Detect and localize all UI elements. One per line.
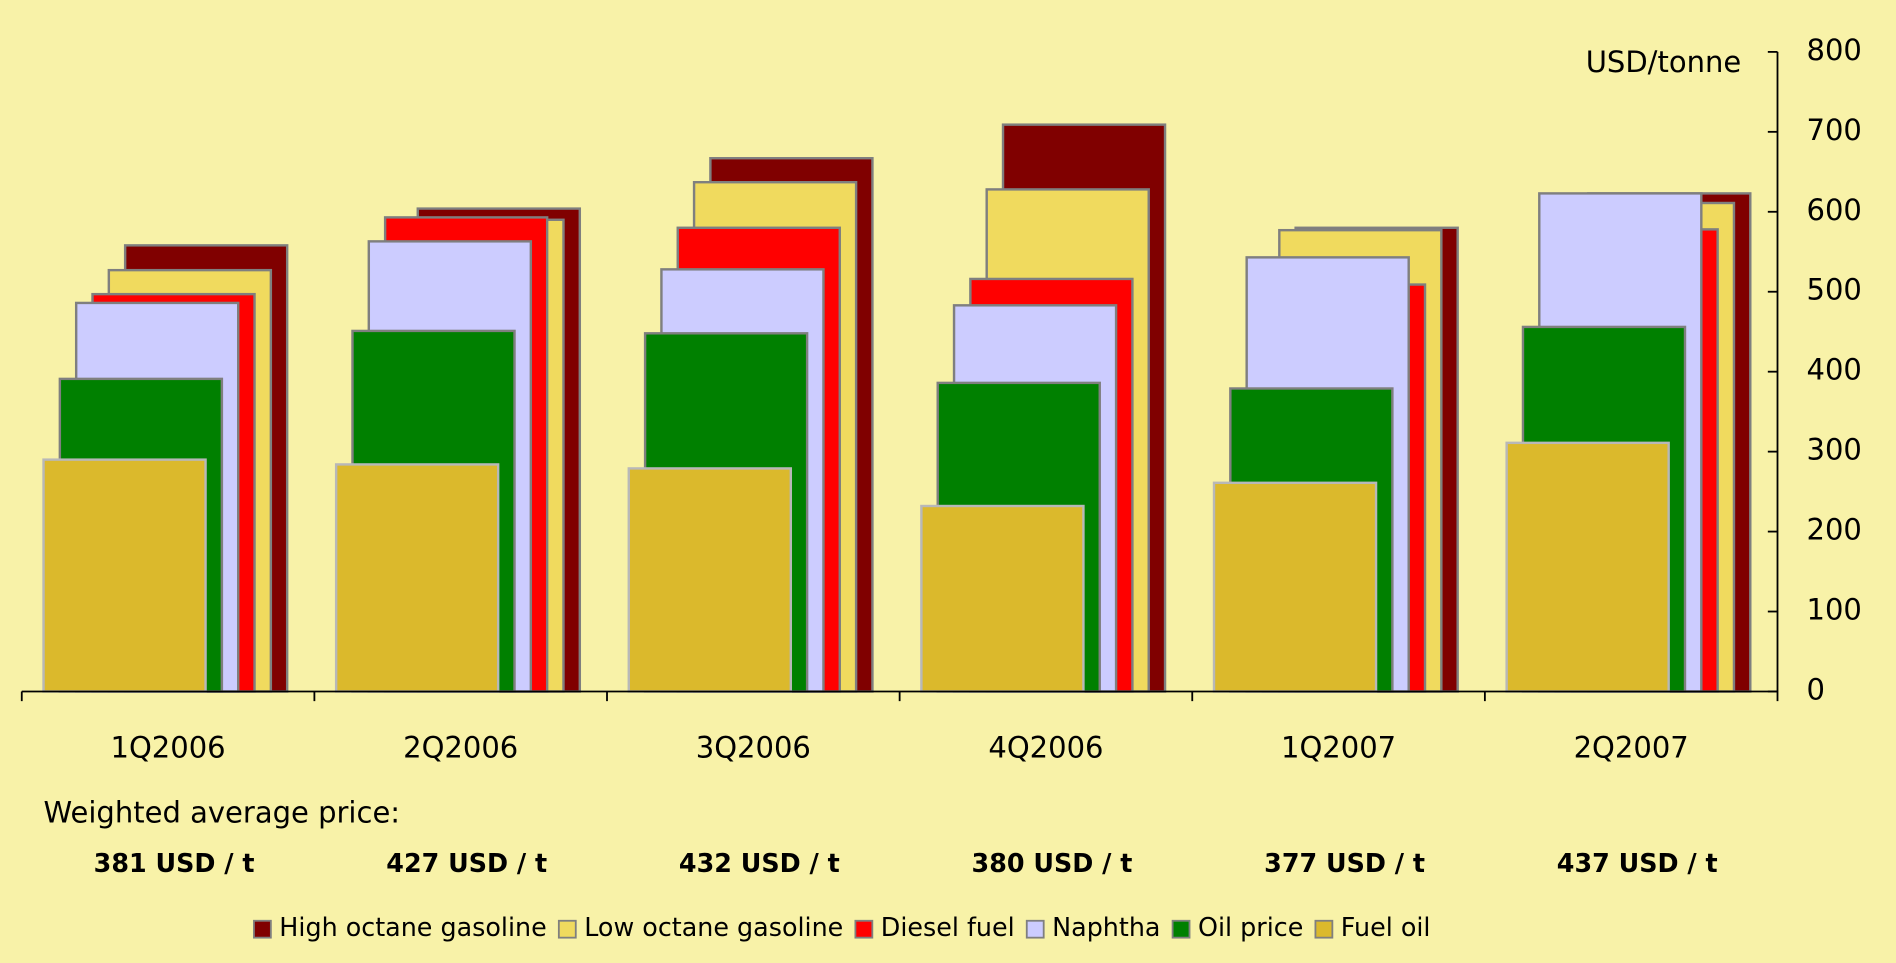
legend-swatch	[557, 919, 577, 939]
bar	[334, 463, 500, 693]
x-tick-label: 1Q2007	[1281, 730, 1396, 764]
y-tick-label: 400	[1807, 353, 1862, 387]
y-tick-label: 200	[1807, 513, 1862, 547]
legend-swatch	[253, 919, 272, 939]
y-tick-label: 0	[1807, 672, 1825, 706]
annotation: 437 USD / t	[1557, 848, 1718, 878]
bar	[920, 504, 1085, 693]
legend-label: Diesel fuel	[881, 912, 1015, 942]
annotation: 381 USD / t	[94, 848, 255, 878]
annotation-title: Weighted average price:	[44, 796, 401, 830]
y-tick-label: 600	[1807, 193, 1862, 227]
annotation: 427 USD / t	[386, 848, 547, 878]
legend-label: Low octane gasoline	[584, 912, 843, 942]
y-tick-label: 300	[1807, 433, 1862, 467]
y-axis-label: USD/tonne	[1586, 45, 1742, 79]
x-tick-label: 4Q2006	[988, 730, 1103, 764]
y-tick-label: 500	[1807, 273, 1862, 307]
x-tick-label: 1Q2006	[111, 730, 226, 764]
annotation: 432 USD / t	[679, 848, 840, 878]
y-tick-label: 800	[1807, 33, 1862, 67]
bar	[1505, 441, 1670, 693]
annotation: 377 USD / t	[1264, 848, 1425, 878]
legend-swatch	[1314, 919, 1334, 939]
legend-label: Oil price	[1198, 912, 1303, 942]
x-tick-label: 2Q2007	[1574, 730, 1689, 764]
x-tick-label: 3Q2006	[696, 730, 811, 764]
legend-swatch	[854, 919, 874, 939]
bar	[627, 467, 793, 693]
annotation: 380 USD / t	[972, 848, 1133, 878]
y-tick-label: 100	[1807, 593, 1862, 627]
y-tick-label: 700	[1807, 113, 1862, 147]
legend-label: High octane gasoline	[279, 912, 546, 942]
legend-label: Fuel oil	[1341, 912, 1431, 942]
legend-swatch	[1171, 919, 1191, 939]
bar	[42, 458, 207, 693]
bar	[1212, 481, 1378, 693]
x-tick-label: 2Q2006	[403, 730, 518, 764]
legend-swatch	[1025, 919, 1045, 939]
legend-label: Naphtha	[1052, 912, 1160, 942]
